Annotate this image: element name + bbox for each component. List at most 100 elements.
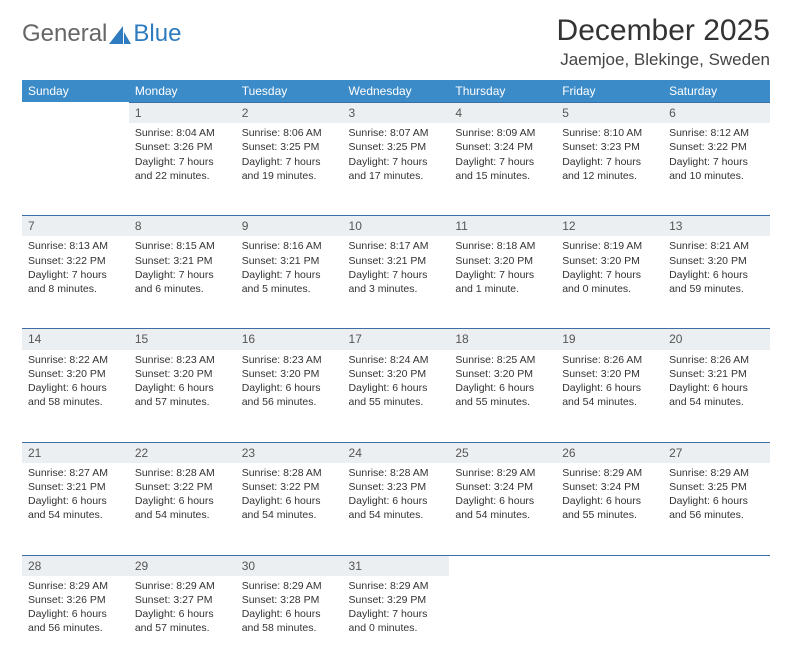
day-number: 31: [343, 555, 450, 576]
day-number: 22: [129, 442, 236, 463]
daylight-label: Daylight: 6 hours and 58 minutes.: [28, 381, 123, 409]
sunrise-label: Sunrise: 8:19 AM: [562, 239, 657, 253]
day-number: 25: [449, 442, 556, 463]
day-number: 3: [343, 102, 450, 123]
daylight-label: Daylight: 7 hours and 15 minutes.: [455, 155, 550, 183]
week-body-row: Sunrise: 8:29 AMSunset: 3:26 PMDaylight:…: [22, 576, 770, 668]
week-daynum-row: 123456: [22, 102, 770, 123]
sunset-label: Sunset: 3:21 PM: [349, 254, 444, 268]
sunset-label: Sunset: 3:20 PM: [562, 367, 657, 381]
day-number: 29: [129, 555, 236, 576]
sunrise-label: Sunrise: 8:22 AM: [28, 353, 123, 367]
day-number: 14: [22, 328, 129, 349]
sunrise-label: Sunrise: 8:29 AM: [28, 579, 123, 593]
day-body: Sunrise: 8:23 AMSunset: 3:20 PMDaylight:…: [129, 350, 236, 418]
day-number: 12: [556, 215, 663, 236]
sunset-label: Sunset: 3:23 PM: [349, 480, 444, 494]
day-cell-number: [556, 555, 663, 576]
sunrise-label: Sunrise: 8:18 AM: [455, 239, 550, 253]
day-cell-number: 24: [343, 442, 450, 463]
day-number: 23: [236, 442, 343, 463]
sunset-label: Sunset: 3:22 PM: [242, 480, 337, 494]
day-body: Sunrise: 8:07 AMSunset: 3:25 PMDaylight:…: [343, 123, 450, 191]
daylight-label: Daylight: 6 hours and 54 minutes.: [669, 381, 764, 409]
day-body: Sunrise: 8:28 AMSunset: 3:22 PMDaylight:…: [129, 463, 236, 531]
sunset-label: Sunset: 3:28 PM: [242, 593, 337, 607]
day-cell-body: Sunrise: 8:28 AMSunset: 3:22 PMDaylight:…: [129, 463, 236, 555]
day-cell-body: [449, 576, 556, 668]
sunset-label: Sunset: 3:20 PM: [455, 367, 550, 381]
day-cell-body: Sunrise: 8:23 AMSunset: 3:20 PMDaylight:…: [236, 350, 343, 442]
day-body: Sunrise: 8:28 AMSunset: 3:22 PMDaylight:…: [236, 463, 343, 531]
day-number: 28: [22, 555, 129, 576]
day-number: 18: [449, 328, 556, 349]
day-cell-body: Sunrise: 8:22 AMSunset: 3:20 PMDaylight:…: [22, 350, 129, 442]
day-cell-body: Sunrise: 8:18 AMSunset: 3:20 PMDaylight:…: [449, 236, 556, 328]
day-body: Sunrise: 8:29 AMSunset: 3:24 PMDaylight:…: [449, 463, 556, 531]
day-cell-body: Sunrise: 8:29 AMSunset: 3:27 PMDaylight:…: [129, 576, 236, 668]
day-cell-body: Sunrise: 8:29 AMSunset: 3:25 PMDaylight:…: [663, 463, 770, 555]
day-body: Sunrise: 8:21 AMSunset: 3:20 PMDaylight:…: [663, 236, 770, 304]
daylight-label: Daylight: 7 hours and 0 minutes.: [562, 268, 657, 296]
daylight-label: Daylight: 6 hours and 54 minutes.: [349, 494, 444, 522]
sunrise-label: Sunrise: 8:29 AM: [669, 466, 764, 480]
daylight-label: Daylight: 6 hours and 55 minutes.: [349, 381, 444, 409]
day-number: 11: [449, 215, 556, 236]
sunrise-label: Sunrise: 8:12 AM: [669, 126, 764, 140]
week-body-row: Sunrise: 8:27 AMSunset: 3:21 PMDaylight:…: [22, 463, 770, 555]
sunrise-label: Sunrise: 8:04 AM: [135, 126, 230, 140]
day-cell-body: Sunrise: 8:17 AMSunset: 3:21 PMDaylight:…: [343, 236, 450, 328]
daylight-label: Daylight: 7 hours and 8 minutes.: [28, 268, 123, 296]
weekday-header: Thursday: [449, 80, 556, 102]
day-number: 21: [22, 442, 129, 463]
sunset-label: Sunset: 3:20 PM: [242, 367, 337, 381]
sunset-label: Sunset: 3:21 PM: [28, 480, 123, 494]
day-cell-body: [556, 576, 663, 668]
day-cell-body: [22, 123, 129, 215]
day-cell-body: Sunrise: 8:19 AMSunset: 3:20 PMDaylight:…: [556, 236, 663, 328]
day-body: Sunrise: 8:29 AMSunset: 3:24 PMDaylight:…: [556, 463, 663, 531]
day-cell-body: Sunrise: 8:09 AMSunset: 3:24 PMDaylight:…: [449, 123, 556, 215]
sunrise-label: Sunrise: 8:28 AM: [242, 466, 337, 480]
day-cell-number: [663, 555, 770, 576]
sunset-label: Sunset: 3:20 PM: [669, 254, 764, 268]
day-body: Sunrise: 8:17 AMSunset: 3:21 PMDaylight:…: [343, 236, 450, 304]
day-cell-number: 6: [663, 102, 770, 123]
weekday-header: Saturday: [663, 80, 770, 102]
sunrise-label: Sunrise: 8:06 AM: [242, 126, 337, 140]
sunrise-label: Sunrise: 8:10 AM: [562, 126, 657, 140]
daylight-label: Daylight: 6 hours and 55 minutes.: [562, 494, 657, 522]
day-cell-number: 11: [449, 215, 556, 236]
logo-text-1: General: [22, 20, 107, 48]
daylight-label: Daylight: 6 hours and 54 minutes.: [242, 494, 337, 522]
day-body: Sunrise: 8:04 AMSunset: 3:26 PMDaylight:…: [129, 123, 236, 191]
sunrise-label: Sunrise: 8:07 AM: [349, 126, 444, 140]
calendar-table: Sunday Monday Tuesday Wednesday Thursday…: [22, 80, 770, 668]
day-cell-number: 17: [343, 328, 450, 349]
day-number: 2: [236, 102, 343, 123]
sunrise-label: Sunrise: 8:15 AM: [135, 239, 230, 253]
day-cell-body: Sunrise: 8:29 AMSunset: 3:24 PMDaylight:…: [556, 463, 663, 555]
day-cell-body: Sunrise: 8:29 AMSunset: 3:26 PMDaylight:…: [22, 576, 129, 668]
sunrise-label: Sunrise: 8:26 AM: [669, 353, 764, 367]
day-cell-number: 20: [663, 328, 770, 349]
week-daynum-row: 78910111213: [22, 215, 770, 236]
daylight-label: Daylight: 6 hours and 54 minutes.: [28, 494, 123, 522]
day-number: 10: [343, 215, 450, 236]
weekday-header: Sunday: [22, 80, 129, 102]
day-body: Sunrise: 8:15 AMSunset: 3:21 PMDaylight:…: [129, 236, 236, 304]
day-body: Sunrise: 8:19 AMSunset: 3:20 PMDaylight:…: [556, 236, 663, 304]
day-cell-number: 25: [449, 442, 556, 463]
day-cell-body: Sunrise: 8:15 AMSunset: 3:21 PMDaylight:…: [129, 236, 236, 328]
sunset-label: Sunset: 3:26 PM: [28, 593, 123, 607]
day-body: Sunrise: 8:10 AMSunset: 3:23 PMDaylight:…: [556, 123, 663, 191]
day-number: 8: [129, 215, 236, 236]
day-number: 24: [343, 442, 450, 463]
daylight-label: Daylight: 6 hours and 54 minutes.: [135, 494, 230, 522]
day-cell-body: Sunrise: 8:10 AMSunset: 3:23 PMDaylight:…: [556, 123, 663, 215]
day-cell-body: Sunrise: 8:29 AMSunset: 3:28 PMDaylight:…: [236, 576, 343, 668]
day-cell-body: Sunrise: 8:06 AMSunset: 3:25 PMDaylight:…: [236, 123, 343, 215]
day-cell-body: Sunrise: 8:26 AMSunset: 3:21 PMDaylight:…: [663, 350, 770, 442]
sunrise-label: Sunrise: 8:17 AM: [349, 239, 444, 253]
day-body: Sunrise: 8:13 AMSunset: 3:22 PMDaylight:…: [22, 236, 129, 304]
